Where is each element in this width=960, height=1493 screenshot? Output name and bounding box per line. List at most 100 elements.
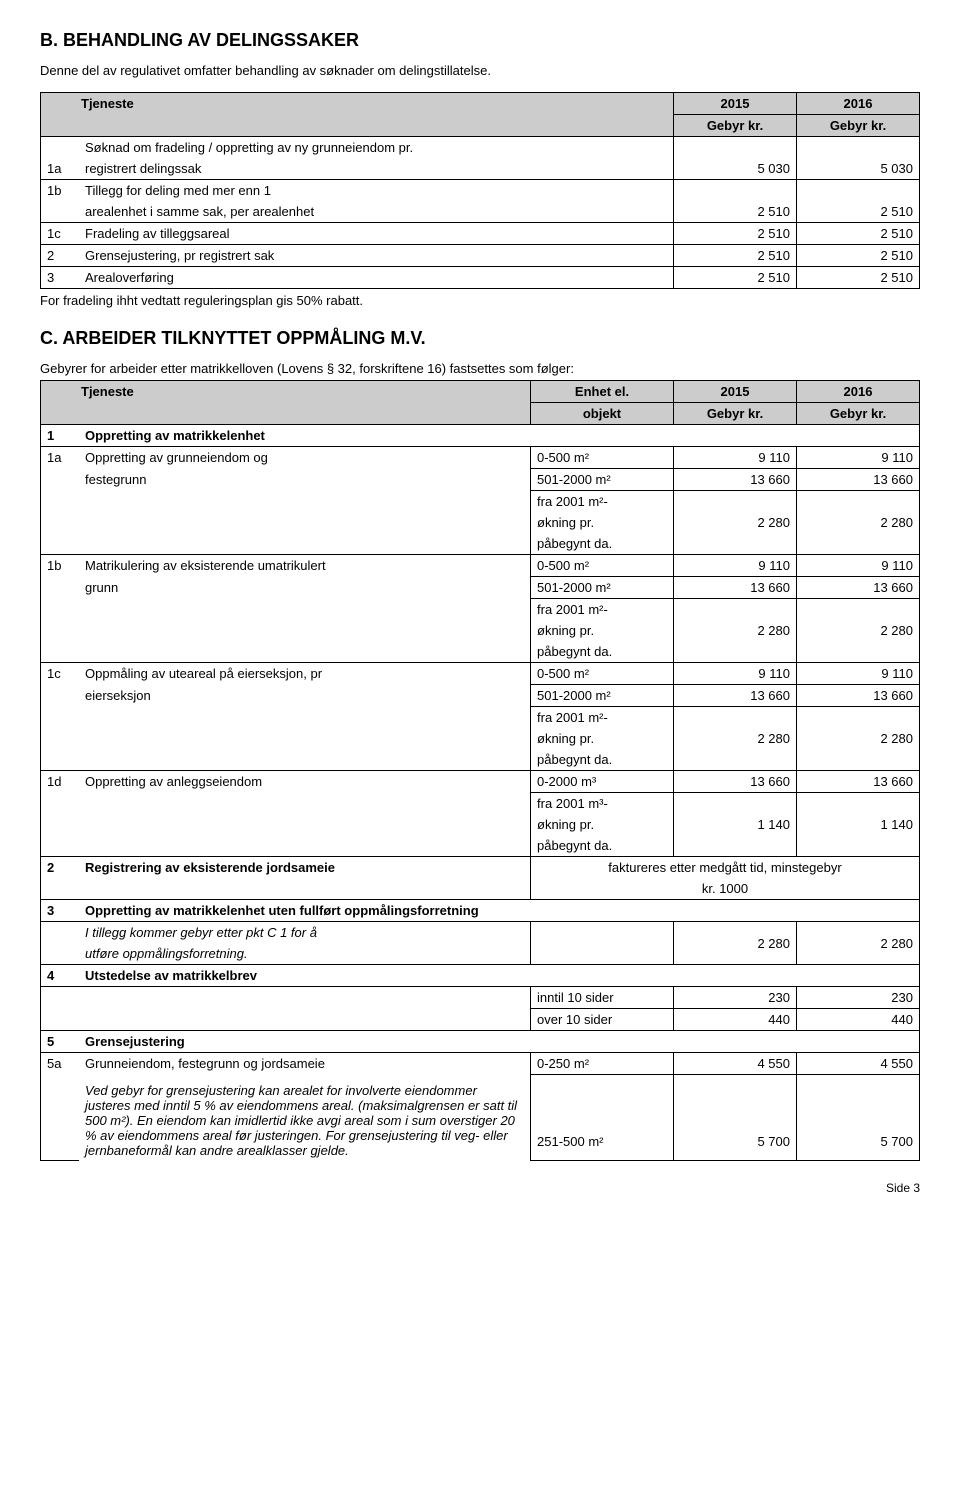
row-val: 5 700 [797, 1131, 920, 1161]
row-val: 1 140 [674, 793, 797, 857]
enhet: påbegynt da. [531, 533, 674, 555]
enhet: 251-500 m² [531, 1131, 674, 1161]
enhet: fra 2001 m³- [531, 793, 674, 815]
row-desc: grunn [79, 577, 531, 599]
row-id: 1b [41, 180, 80, 202]
row-val: 2 280 [797, 599, 920, 663]
th-enhet: Enhet el. [531, 381, 674, 403]
row-val [797, 180, 920, 202]
row-val: 13 660 [797, 771, 920, 793]
row-val: 2 280 [674, 599, 797, 663]
row-val: 9 110 [674, 663, 797, 685]
row-val: 2 280 [797, 922, 920, 965]
enhet: påbegynt da. [531, 749, 674, 771]
row-val: 2 510 [797, 201, 920, 223]
row-desc: Grunneiendom, festegrunn og jordsameie [79, 1053, 531, 1075]
th-2016: 2016 [797, 93, 920, 115]
row-id: 5a [41, 1053, 80, 1075]
row-val [674, 180, 797, 202]
row-sub: utføre oppmålingsforretning. [79, 943, 531, 965]
table-c: Tjeneste Enhet el. 2015 2016 objekt Geby… [40, 380, 920, 1161]
row-val: 2 510 [674, 267, 797, 289]
section-b-intro: Denne del av regulativet omfatter behand… [40, 63, 920, 78]
row-desc: eierseksjon [79, 685, 531, 707]
row-val: 4 550 [674, 1053, 797, 1075]
th-gebyr: Gebyr kr. [674, 403, 797, 425]
row-id: 1b [41, 555, 80, 577]
row-val [674, 137, 797, 159]
row-desc: Oppretting av matrikkelenhet uten fullfø… [79, 900, 920, 922]
row-val: 13 660 [797, 469, 920, 491]
row-val: 440 [674, 1009, 797, 1031]
enhet: 501-2000 m² [531, 577, 674, 599]
row-id: 5 [41, 1031, 80, 1053]
row-sub: Ved gebyr for grensejustering kan areale… [79, 1075, 531, 1161]
row-val: 9 110 [797, 663, 920, 685]
row-val: 9 110 [797, 555, 920, 577]
row-id: 3 [41, 267, 80, 289]
row-id: 1c [41, 663, 80, 685]
enhet: 0-500 m² [531, 555, 674, 577]
table-b: Tjeneste 2015 2016 Gebyr kr. Gebyr kr. S… [40, 92, 920, 289]
enhet: økning pr. [531, 512, 674, 533]
row-id: 1c [41, 223, 80, 245]
row-val: 5 700 [674, 1131, 797, 1161]
row-val: 4 550 [797, 1053, 920, 1075]
row-desc: Oppretting av grunneiendom og [79, 447, 531, 469]
row-id: 2 [41, 857, 80, 879]
enhet: påbegynt da. [531, 641, 674, 663]
enhet: 0-500 m² [531, 663, 674, 685]
th-gebyr-2016: Gebyr kr. [797, 115, 920, 137]
enhet: økning pr. [531, 728, 674, 749]
enhet: fra 2001 m²- [531, 599, 674, 621]
row-val: 2 280 [674, 922, 797, 965]
th-tjeneste: Tjeneste [41, 381, 531, 425]
row-val [797, 137, 920, 159]
section-b-heading: B. BEHANDLING AV DELINGSSAKER [40, 30, 920, 51]
row-val: 13 660 [674, 771, 797, 793]
th-gebyr: Gebyr kr. [797, 403, 920, 425]
row-val: 9 110 [674, 555, 797, 577]
row-desc: Oppretting av anleggseiendom [79, 771, 531, 793]
enhet: 0-2000 m³ [531, 771, 674, 793]
row-val: 2 280 [674, 491, 797, 555]
enhet: økning pr. [531, 620, 674, 641]
row-desc: festegrunn [79, 469, 531, 491]
row-val: 2 280 [674, 707, 797, 771]
th-tjeneste: Tjeneste [41, 93, 674, 137]
enhet: inntil 10 sider [531, 987, 674, 1009]
row-val: 2 510 [797, 267, 920, 289]
row-id: 4 [41, 965, 80, 987]
enhet: fra 2001 m²- [531, 491, 674, 513]
row-desc: Grensejustering [79, 1031, 920, 1053]
row-val: 13 660 [674, 685, 797, 707]
row-id: 1d [41, 771, 80, 793]
th-2015: 2015 [674, 381, 797, 403]
enhet: påbegynt da. [531, 835, 674, 857]
row-desc: Matrikulering av eksisterende umatrikule… [79, 555, 531, 577]
row-val: 230 [797, 987, 920, 1009]
row-id: 1a [41, 447, 80, 469]
row-val: 440 [797, 1009, 920, 1031]
row-val: 13 660 [674, 469, 797, 491]
row-id [41, 137, 80, 159]
row-val: 2 510 [797, 223, 920, 245]
section-c-intro: Gebyrer for arbeider etter matrikkellove… [40, 361, 920, 376]
row-val: 13 660 [674, 577, 797, 599]
enhet: 0-250 m² [531, 1053, 674, 1075]
enhet: 0-500 m² [531, 447, 674, 469]
th-gebyr-2015: Gebyr kr. [674, 115, 797, 137]
row-desc: Registrering av eksisterende jordsameie [79, 857, 531, 879]
row-desc: arealenhet i samme sak, per arealenhet [79, 201, 674, 223]
enhet: fra 2001 m²- [531, 707, 674, 729]
row-val: 2 280 [797, 491, 920, 555]
section-c-heading: C. ARBEIDER TILKNYTTET OPPMÅLING M.V. [40, 328, 920, 349]
row-val: 13 660 [797, 577, 920, 599]
th-2016: 2016 [797, 381, 920, 403]
row-desc: Oppmåling av uteareal på eierseksjon, pr [79, 663, 531, 685]
row-id [41, 469, 80, 491]
row-val: 2 510 [674, 245, 797, 267]
row-id [41, 201, 80, 223]
row-val: 5 030 [797, 158, 920, 180]
row-id: 3 [41, 900, 80, 922]
